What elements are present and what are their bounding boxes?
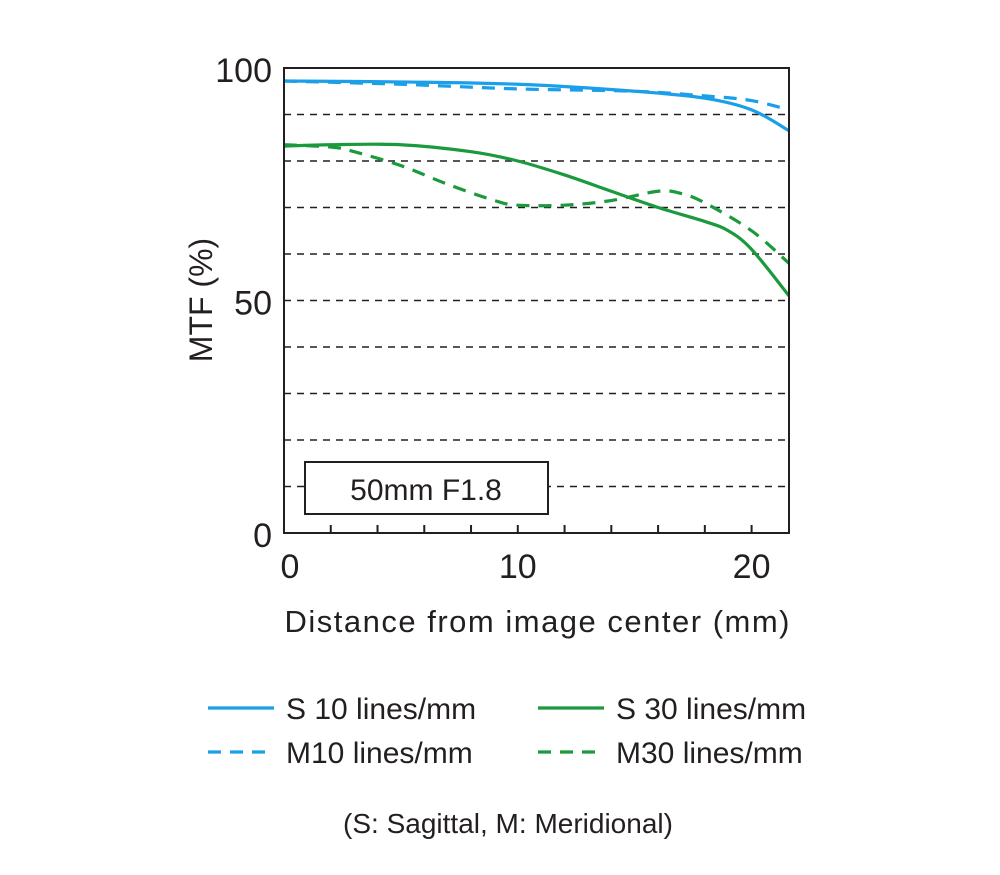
x-minor-ticks xyxy=(329,525,753,533)
legend-label: M10 lines/mm xyxy=(286,737,473,770)
annotation-box: 50mm F1.8 xyxy=(304,461,549,515)
legend-label: S 30 lines/mm xyxy=(616,693,806,726)
legend: S 10 lines/mm M10 lines/mm S 30 lines/mm M3… xyxy=(208,693,806,770)
legend-note: (S: Sagittal, M: Meridional) xyxy=(343,808,673,839)
legend-label: M30 lines/mm xyxy=(616,737,803,770)
series-line-m30-lines-mm xyxy=(283,143,791,265)
series-line-s-30-lines-mm xyxy=(283,142,791,297)
series-line-s-10-lines-mm xyxy=(283,79,790,133)
y-axis-label: MTF (%) xyxy=(183,238,219,362)
gridlines xyxy=(284,113,789,488)
plot-frame xyxy=(283,67,790,534)
x-tick-label: 10 xyxy=(499,548,537,586)
x-tick-labels: 0 10 20 xyxy=(281,548,771,586)
annotation-label: 50mm F1.8 xyxy=(350,474,502,507)
x-axis-label: Distance from image center (mm) xyxy=(285,604,790,639)
series-line-m10-lines-mm xyxy=(283,79,790,112)
y-tick-label: 50 xyxy=(234,285,272,323)
x-tick-label: 20 xyxy=(733,548,771,586)
series-lines xyxy=(283,79,791,297)
y-tick-labels: 0 50 100 xyxy=(215,52,272,555)
y-tick-label: 100 xyxy=(215,52,272,90)
y-tick-label: 0 xyxy=(253,517,272,555)
x-tick-label: 0 xyxy=(281,548,300,586)
legend-label: S 10 lines/mm xyxy=(286,693,476,726)
